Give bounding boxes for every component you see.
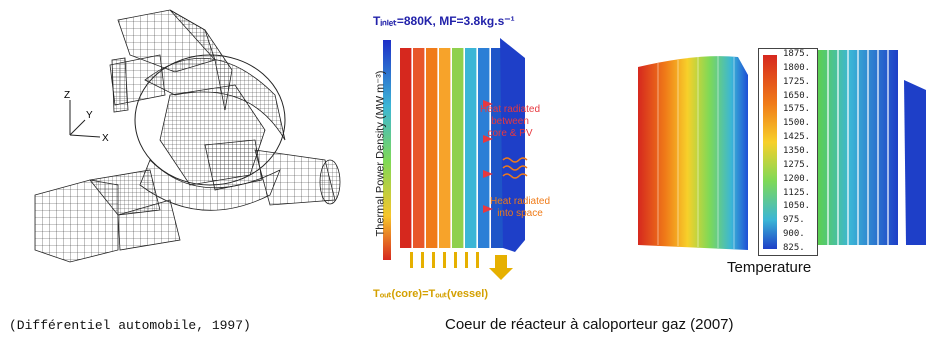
caption-right: Coeur de réacteur à caloporteur gaz (200… xyxy=(445,316,734,333)
temperature-slab xyxy=(638,56,748,250)
annotation-heat-space: Heat radiated into space xyxy=(489,196,551,219)
axis-y-label: Y xyxy=(86,110,93,121)
caption-left: (Différentiel automobile, 1997) xyxy=(9,318,251,333)
legend-value: 1425. xyxy=(783,132,811,143)
legend-value: 1350. xyxy=(783,146,811,156)
legend-value: 1800. xyxy=(783,62,811,73)
legend-value: 900. xyxy=(783,229,805,240)
legend-value: 1275. xyxy=(783,159,811,170)
heat-waves xyxy=(502,157,528,179)
core-figure xyxy=(383,38,528,280)
legend-value: 1725. xyxy=(783,76,811,87)
temperature-legend: 1875. 1800. 1725. 1650. 1575. 1500. 1425. 1350.… xyxy=(758,48,818,256)
core-blocks xyxy=(400,38,525,252)
legend-value: 1125. xyxy=(783,187,811,198)
legend-value: 1875. xyxy=(783,49,811,59)
legend-value: 1500. xyxy=(783,118,811,129)
inlet-arrows xyxy=(410,252,513,280)
power-scale-bar xyxy=(383,40,391,260)
temperature-label: Temperature xyxy=(727,259,812,276)
axis-z-label: Z xyxy=(64,90,70,101)
axis-x-label: X xyxy=(102,133,109,144)
temperature-blocks xyxy=(818,50,926,245)
legend-value: 825. xyxy=(783,243,805,253)
differential-mesh xyxy=(34,9,341,263)
annotation-heat-between: Heat radiated between core & PV xyxy=(479,104,541,139)
legend-value: 1650. xyxy=(783,90,811,101)
legend-colorbar xyxy=(763,55,777,249)
legend-value: 975. xyxy=(783,215,805,226)
outlet-equality-label: Tₒᵤₜ(core)=Tₒᵤₜ(vessel) xyxy=(373,288,489,300)
axis-triad xyxy=(69,100,101,138)
temperature-figure xyxy=(638,50,926,250)
y-axis-label: Thermal Power Density (MW m⁻³) xyxy=(374,70,387,237)
red-arrows xyxy=(483,100,493,213)
legend-value: 1575. xyxy=(783,104,811,115)
mesh-figure: Z Y X xyxy=(34,9,341,263)
legend-value: 1200. xyxy=(783,173,811,184)
legend-value: 1050. xyxy=(783,201,811,212)
core-title: Tᵢₙₗₑₜ=880K, MF=3.8kg.s⁻¹ xyxy=(373,14,515,28)
